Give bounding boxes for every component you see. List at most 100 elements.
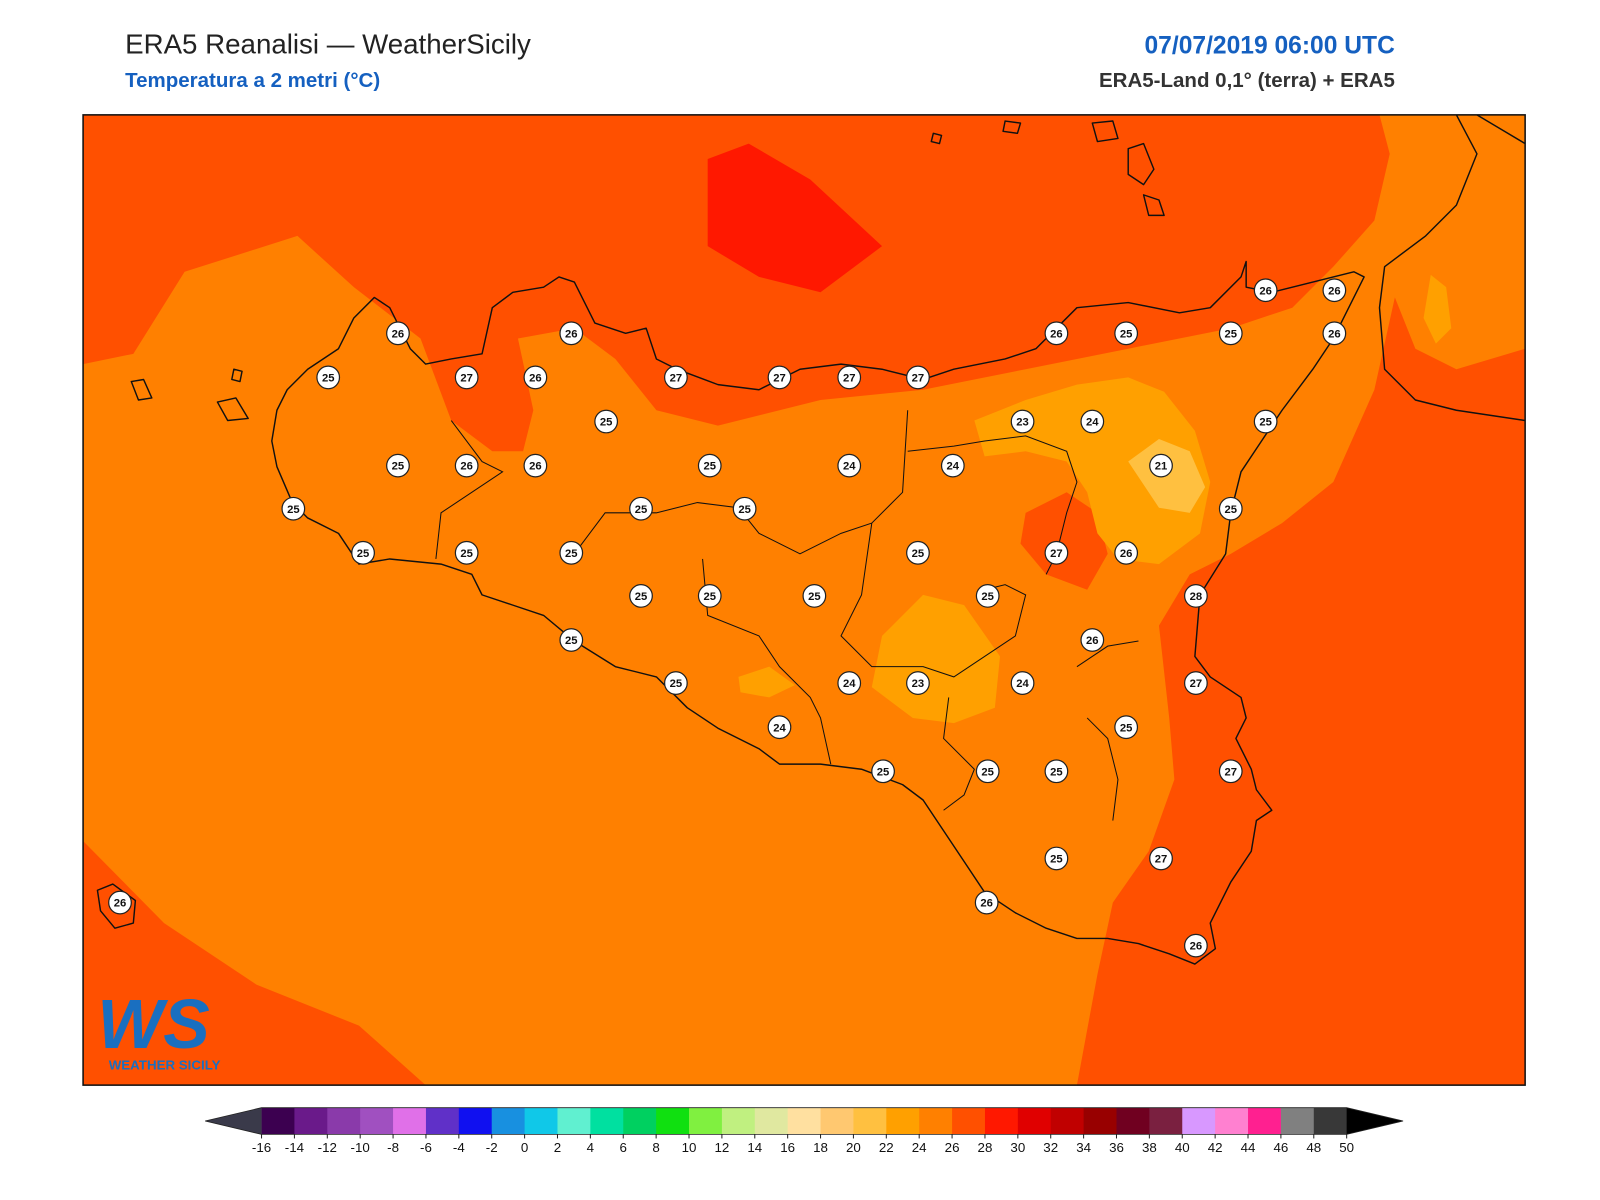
color-box	[689, 1107, 723, 1135]
station-value: 25	[1225, 504, 1238, 516]
station-marker	[663, 671, 688, 695]
station-marker	[1044, 321, 1069, 346]
color-box	[656, 1107, 690, 1135]
station-value: 26	[529, 373, 542, 385]
station: 25	[1253, 409, 1278, 434]
color-box	[327, 1107, 361, 1135]
colorbar-tick-label: -6	[420, 1140, 432, 1155]
station: 26	[1184, 933, 1208, 958]
station: 24	[1080, 409, 1105, 434]
over-triangle	[1346, 1107, 1404, 1135]
station-marker	[281, 496, 306, 521]
station-value: 26	[392, 328, 405, 340]
station: 24	[767, 715, 792, 740]
station: 25	[351, 540, 375, 565]
color-box	[458, 1107, 493, 1135]
station-value: 27	[1225, 766, 1238, 778]
colorbar-tick-label: 0	[521, 1140, 528, 1155]
field-24	[1423, 274, 1452, 344]
station-marker	[767, 365, 792, 390]
station-value: 27	[460, 373, 473, 385]
station: 25	[697, 583, 722, 608]
station: 25	[906, 540, 930, 565]
station-value: 24	[1016, 678, 1029, 690]
station-value: 25	[912, 548, 925, 560]
station-value: 25	[635, 591, 648, 603]
station-value: 26	[980, 898, 993, 910]
station: 25	[629, 496, 653, 521]
station-value: 25	[738, 504, 751, 516]
station-value: 25	[1050, 766, 1063, 778]
station: 25	[559, 628, 584, 652]
station-marker	[108, 890, 132, 915]
colorbar-tick-label: 38	[1142, 1140, 1157, 1155]
color-box	[623, 1107, 657, 1135]
station-value: 25	[703, 591, 716, 603]
station-marker	[975, 759, 1000, 784]
colorbar-tick-label: 42	[1208, 1140, 1223, 1155]
station: 25	[316, 365, 341, 390]
station: 25	[802, 583, 827, 608]
station-marker	[559, 540, 584, 565]
station-marker	[1218, 496, 1243, 521]
colorbar-tick-label: 34	[1076, 1140, 1091, 1155]
colorbar-tick-label: 48	[1306, 1140, 1321, 1155]
station-marker	[1114, 321, 1139, 346]
island	[930, 120, 1165, 217]
station-marker	[1149, 846, 1173, 871]
color-box	[360, 1107, 394, 1135]
station-value: 25	[322, 373, 335, 385]
colorbar-tick-label: 46	[1273, 1140, 1288, 1155]
station: 26	[108, 890, 132, 915]
color-box	[721, 1107, 756, 1135]
station-value: 25	[670, 678, 683, 690]
color-box	[1313, 1107, 1348, 1135]
station: 25	[975, 583, 1000, 608]
station-marker	[767, 715, 792, 740]
station-marker	[559, 321, 584, 346]
station-value: 23	[912, 678, 925, 690]
color-box	[754, 1107, 789, 1135]
color-box	[393, 1107, 427, 1135]
station-marker	[1149, 453, 1173, 478]
stations: 26 26 25 27 26 27 27 27 27 25 25 26 26 25 24 24 25 25 25 25…	[108, 278, 1347, 958]
station-value: 24	[843, 678, 856, 690]
color-box	[294, 1107, 328, 1135]
colorbar-tick-label: 14	[747, 1140, 762, 1155]
station-marker	[629, 583, 653, 608]
colorbar-tick-label: 28	[978, 1140, 993, 1155]
station-marker	[1253, 409, 1278, 434]
station-value: 26	[1259, 285, 1272, 297]
station: 26	[1080, 628, 1105, 652]
station-value: 27	[1050, 548, 1063, 560]
color-box	[820, 1107, 854, 1135]
station-value: 25	[460, 548, 473, 560]
station-marker	[386, 321, 410, 346]
station-marker	[732, 496, 757, 521]
station-marker	[1044, 759, 1069, 784]
station: 26	[523, 365, 548, 390]
station-marker	[802, 583, 827, 608]
station-marker	[1322, 321, 1347, 346]
color-box	[1116, 1107, 1150, 1135]
station: 26	[523, 453, 548, 478]
color-box	[1050, 1107, 1085, 1135]
color-box	[1248, 1107, 1282, 1135]
station-marker	[906, 540, 930, 565]
station-marker	[454, 453, 479, 478]
station-marker	[906, 671, 930, 695]
station: 25	[1044, 846, 1069, 871]
station: 26	[559, 321, 584, 346]
station: 25	[1114, 321, 1139, 346]
station: 24	[837, 671, 862, 695]
field-28-patch	[1020, 492, 1108, 590]
station-marker	[559, 628, 584, 652]
station: 26	[1044, 321, 1069, 346]
station-marker	[1010, 671, 1035, 695]
station: 24	[940, 453, 965, 478]
color-box	[261, 1107, 295, 1135]
station: 25	[386, 453, 410, 478]
subtitle: Temperatura a 2 metri (°C)	[125, 69, 380, 92]
color-box	[1182, 1107, 1216, 1135]
